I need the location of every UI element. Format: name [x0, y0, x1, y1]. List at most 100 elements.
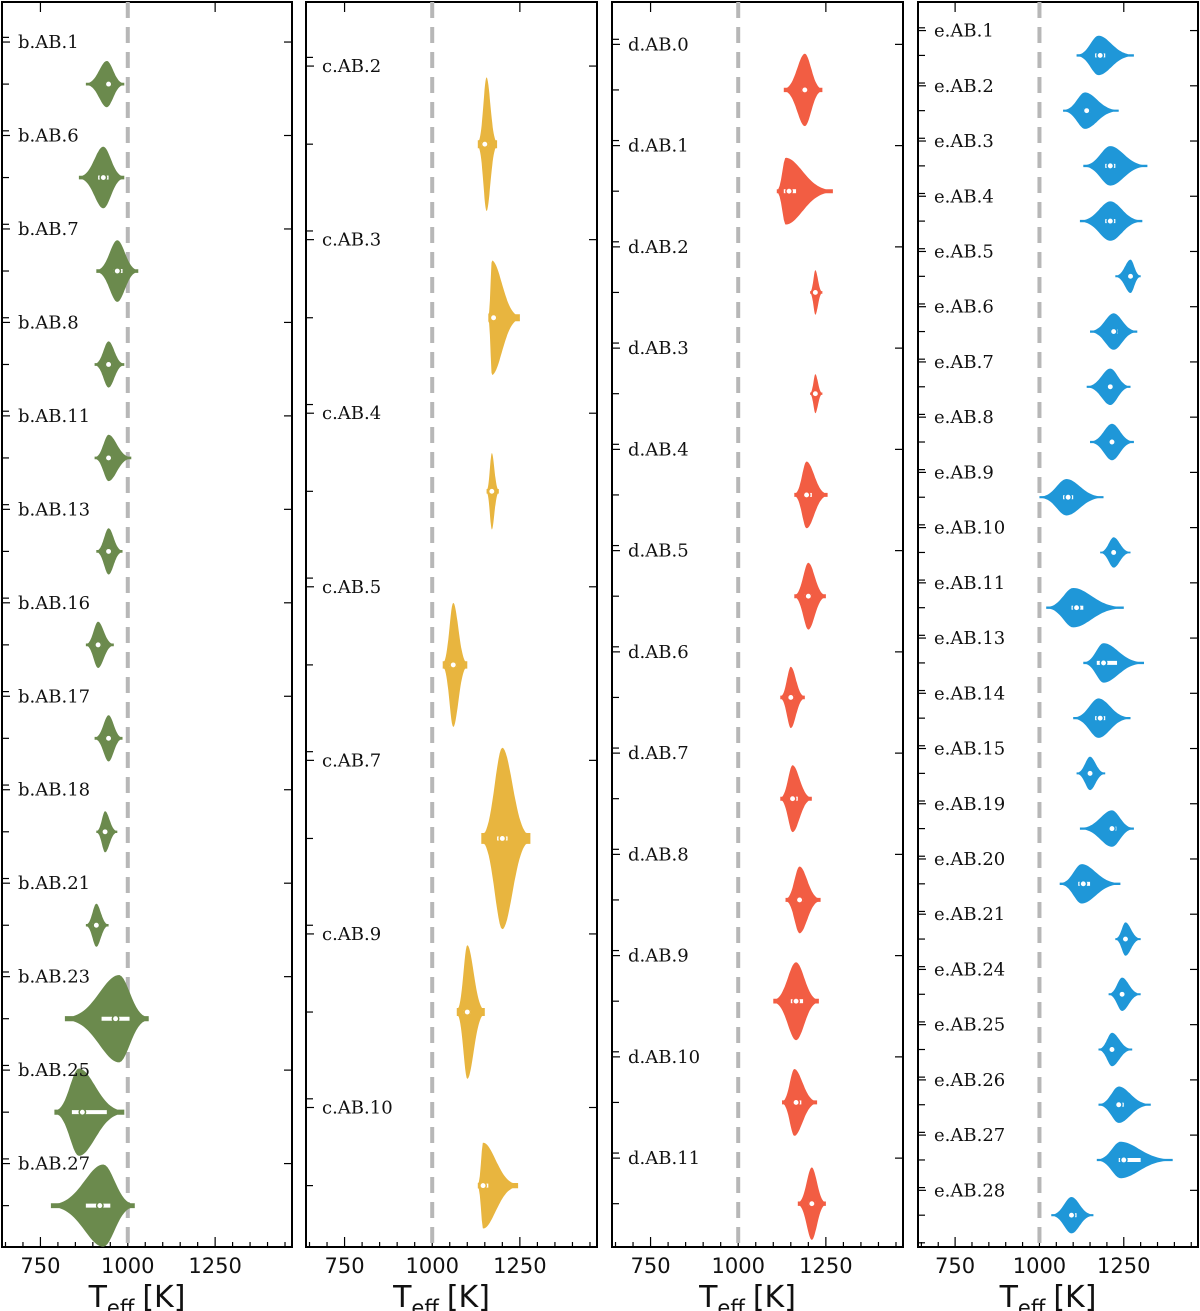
median-marker — [489, 313, 498, 322]
x-axis-label-main: T — [392, 1280, 412, 1311]
median-marker — [804, 592, 813, 601]
median-marker — [1126, 272, 1135, 281]
panel-e: 750 1000 1250 Teff [K] e.AB.1 e.AB.2 e.AB.3 e.AB… — [917, 1, 1199, 1311]
median-marker — [1109, 548, 1118, 557]
category-label: e.AB.21 — [934, 904, 1005, 925]
category-label: b.AB.16 — [18, 593, 90, 614]
median-marker — [487, 487, 496, 496]
median-marker — [802, 490, 811, 499]
violin-e.AB.2 — [1063, 92, 1119, 129]
violin-d.AB.1 — [776, 157, 833, 225]
x-axis-label-sub: eff — [107, 1296, 135, 1311]
median-marker — [111, 1014, 120, 1023]
median-marker — [104, 547, 113, 556]
category-label: d.AB.3 — [628, 338, 689, 359]
category-label: d.AB.9 — [628, 946, 689, 967]
category-label: e.AB.1 — [934, 21, 994, 42]
panel-frame — [917, 1, 1199, 1248]
median-marker — [101, 827, 110, 836]
violin-c.AB.10 — [477, 1142, 519, 1229]
x-tick-label: 750 — [325, 1254, 365, 1278]
violin-e.AB.3 — [1083, 146, 1148, 186]
median-marker — [1096, 51, 1105, 60]
median-marker — [449, 660, 458, 669]
violin-e.AB.11 — [1046, 588, 1124, 628]
category-label: c.AB.9 — [322, 924, 381, 945]
median-marker — [792, 1098, 801, 1107]
x-tick-label: 750 — [20, 1254, 60, 1278]
x-axis-label-sub: eff — [411, 1296, 439, 1311]
median-marker — [1082, 106, 1091, 115]
median-marker — [1118, 990, 1127, 999]
x-axis-label-main: T — [88, 1280, 108, 1311]
category-label: e.AB.11 — [934, 573, 1005, 594]
category-label: d.AB.8 — [628, 844, 689, 865]
x-tick-label: 1000 — [1013, 1254, 1066, 1278]
violin-e.AB.19 — [1079, 810, 1134, 847]
x-tick-label: 750 — [935, 1254, 975, 1278]
category-label: d.AB.5 — [628, 541, 689, 562]
category-label: e.AB.2 — [934, 76, 994, 97]
x-axis-label: Teff [K] — [698, 1280, 796, 1311]
category-label: b.AB.11 — [18, 406, 90, 427]
category-label: b.AB.1 — [18, 32, 79, 53]
panel-frame — [611, 1, 904, 1248]
median-marker — [1079, 879, 1088, 888]
category-label: e.AB.15 — [934, 739, 1005, 760]
panel-d: 750 1000 1250 Teff [K] d.AB.0 d.AB.1 d.AB.2 d.AB… — [611, 1, 904, 1311]
median-marker — [785, 187, 794, 196]
category-label: b.AB.21 — [18, 873, 90, 894]
category-label: d.AB.4 — [628, 439, 689, 460]
category-label: e.AB.26 — [934, 1070, 1005, 1091]
category-label: b.AB.6 — [18, 126, 79, 147]
median-marker — [1106, 217, 1115, 226]
median-marker — [1114, 1100, 1123, 1109]
category-label: e.AB.4 — [934, 186, 994, 207]
category-label: c.AB.4 — [322, 403, 381, 424]
panel-frame — [1, 1, 293, 1248]
x-tick-label: 1250 — [493, 1254, 546, 1278]
category-label: e.AB.27 — [934, 1125, 1005, 1146]
category-label: e.AB.25 — [934, 1015, 1005, 1036]
category-label: e.AB.24 — [934, 959, 1005, 980]
median-marker — [99, 173, 108, 182]
panel-b: 750 1000 1250 Teff [K] b.AB.1 b.AB.6 b.AB.7 b.AB… — [1, 1, 293, 1311]
median-marker — [480, 140, 489, 149]
median-marker — [811, 389, 820, 398]
category-label: c.AB.5 — [322, 577, 381, 598]
category-label: b.AB.8 — [18, 312, 79, 333]
median-marker — [104, 80, 113, 89]
median-marker — [104, 734, 113, 743]
x-axis-label-main: T — [698, 1280, 718, 1311]
category-label: c.AB.10 — [322, 1098, 393, 1119]
x-tick-label: 1000 — [101, 1254, 154, 1278]
median-marker — [1121, 935, 1130, 944]
violin-e.AB.26 — [1098, 1086, 1151, 1123]
category-label: d.AB.10 — [628, 1047, 700, 1068]
x-axis-label-sub: eff — [717, 1296, 745, 1311]
category-label: e.AB.19 — [934, 794, 1005, 815]
category-label: e.AB.6 — [934, 297, 994, 318]
category-label: c.AB.7 — [322, 750, 381, 771]
category-label: e.AB.7 — [934, 352, 994, 373]
x-axis-label: Teff [K] — [999, 1280, 1097, 1311]
violin-b.AB.11 — [94, 434, 132, 482]
category-label: d.AB.7 — [628, 743, 689, 764]
median-marker — [1108, 824, 1116, 833]
x-axis-label-sub: eff — [1018, 1296, 1046, 1311]
category-label: b.AB.18 — [18, 780, 90, 801]
category-label: d.AB.1 — [628, 136, 689, 157]
category-label: d.AB.11 — [628, 1148, 700, 1169]
category-label: d.AB.2 — [628, 237, 689, 258]
x-tick-label: 1250 — [1097, 1254, 1150, 1278]
median-marker — [113, 267, 122, 275]
median-marker — [1106, 161, 1115, 170]
x-axis-label: Teff [K] — [88, 1280, 186, 1311]
category-label: e.AB.5 — [934, 241, 994, 262]
panel-frame — [305, 1, 598, 1248]
x-axis-label: Teff [K] — [392, 1280, 490, 1311]
category-label: e.AB.10 — [934, 518, 1005, 539]
category-label: d.AB.6 — [628, 642, 689, 663]
category-label: e.AB.8 — [934, 407, 994, 428]
median-marker — [800, 85, 809, 94]
